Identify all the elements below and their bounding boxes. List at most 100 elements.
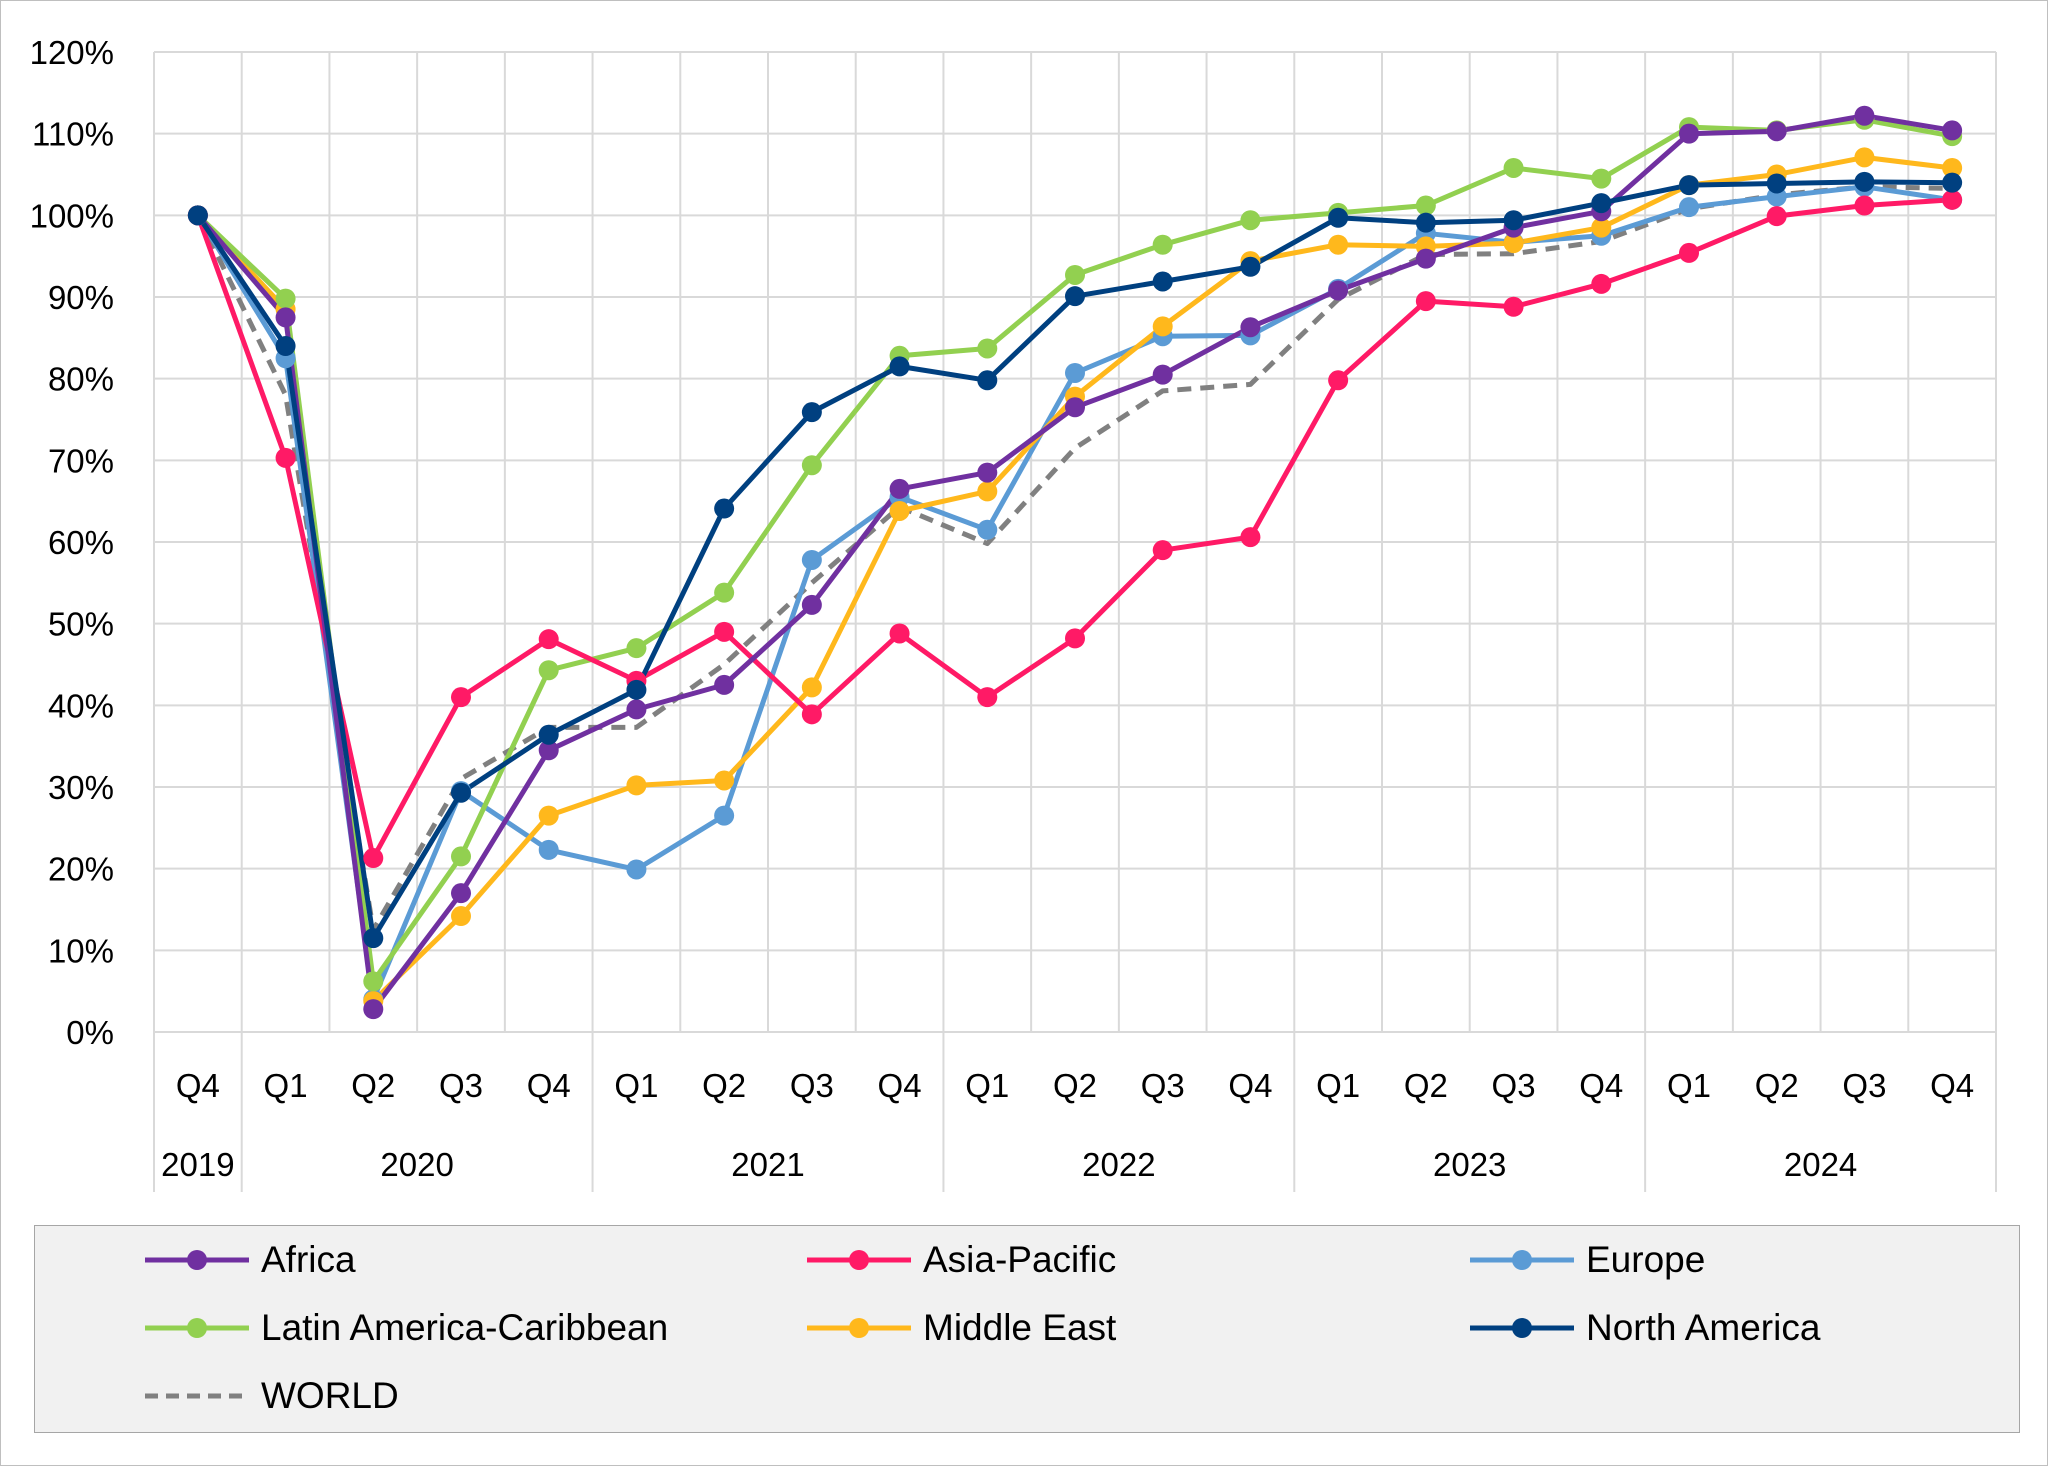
- y-tick-label: 120%: [30, 34, 114, 71]
- data-point-north-america: [538, 724, 559, 745]
- data-point-africa: [977, 462, 998, 483]
- x-tick-label: Q3: [1842, 1067, 1886, 1104]
- data-point-middle-east: [1591, 217, 1612, 238]
- data-point-middle-east: [714, 770, 735, 791]
- year-label: 2021: [731, 1146, 804, 1183]
- legend-swatch-middle-east: [807, 1318, 911, 1338]
- data-point-asia-pacific: [977, 687, 998, 708]
- data-point-africa: [626, 699, 647, 720]
- x-tick-label: Q2: [1755, 1067, 1799, 1104]
- legend-label: Middle East: [923, 1307, 1117, 1348]
- data-point-north-america: [714, 498, 735, 519]
- data-point-north-america: [1854, 171, 1875, 192]
- data-point-asia-pacific: [1503, 296, 1524, 317]
- data-point-asia-pacific: [1415, 291, 1436, 312]
- data-point-asia-pacific: [538, 629, 559, 650]
- legend-label: WORLD: [261, 1375, 399, 1416]
- x-tick-label: Q4: [527, 1067, 571, 1104]
- x-tick-label: Q3: [790, 1067, 834, 1104]
- data-point-africa: [363, 999, 384, 1020]
- data-point-africa: [714, 674, 735, 695]
- data-point-north-america: [626, 679, 647, 700]
- data-point-latin-america-caribbean: [363, 971, 384, 992]
- year-label: 2024: [1784, 1146, 1857, 1183]
- legend-swatch-africa: [145, 1250, 249, 1270]
- data-point-latin-america-caribbean: [1152, 234, 1173, 255]
- x-tick-label: Q4: [1579, 1067, 1623, 1104]
- data-point-europe: [801, 549, 822, 570]
- data-point-middle-east: [801, 677, 822, 698]
- data-point-africa: [1679, 123, 1699, 144]
- x-tick-label: Q3: [1141, 1067, 1185, 1104]
- data-point-asia-pacific: [1240, 527, 1261, 548]
- data-point-north-america: [363, 928, 384, 949]
- y-tick-label: 10%: [48, 932, 114, 969]
- y-tick-label: 100%: [30, 197, 114, 234]
- legend-swatch-latin-america-caribbean: [145, 1318, 249, 1338]
- legend-label: Asia-Pacific: [923, 1239, 1117, 1280]
- data-point-asia-pacific: [1591, 273, 1612, 294]
- data-point-europe: [714, 805, 735, 826]
- legend-swatch-europe: [1470, 1250, 1574, 1270]
- data-point-europe: [1065, 362, 1085, 383]
- data-point-africa: [801, 594, 822, 615]
- data-point-middle-east: [1503, 233, 1524, 254]
- data-point-middle-east: [1152, 316, 1173, 337]
- data-point-asia-pacific: [1328, 370, 1349, 391]
- legend-label: North America: [1586, 1307, 1821, 1348]
- data-point-north-america: [1679, 175, 1699, 196]
- data-point-africa: [889, 478, 910, 499]
- data-point-north-america: [187, 205, 208, 226]
- data-point-africa: [1328, 280, 1349, 301]
- data-point-middle-east: [977, 481, 998, 502]
- data-point-middle-east: [1942, 157, 1963, 178]
- data-point-north-america: [1065, 286, 1085, 307]
- x-tick-label: Q4: [878, 1067, 922, 1104]
- x-tick-label: Q1: [614, 1067, 658, 1104]
- data-point-latin-america-caribbean: [1240, 210, 1261, 231]
- data-point-middle-east: [538, 805, 559, 826]
- data-point-latin-america-caribbean: [538, 660, 559, 681]
- y-tick-label: 30%: [48, 769, 114, 806]
- data-point-latin-america-caribbean: [275, 288, 296, 309]
- y-tick-label: 40%: [48, 687, 114, 724]
- y-tick-label: 70%: [48, 442, 114, 479]
- data-point-africa: [1240, 317, 1261, 338]
- legend-item-asia-pacific: Asia-Pacific: [799, 1238, 1116, 1282]
- data-point-asia-pacific: [889, 623, 910, 644]
- data-point-north-america: [977, 370, 998, 391]
- legend-item-middle-east: Middle East: [799, 1306, 1116, 1350]
- axes: 0% 10% 20% 30% 40% 50% 60% 70% 80% 90% 100% 110% 120…: [30, 34, 1997, 1192]
- data-point-europe: [626, 859, 647, 880]
- data-point-europe: [1679, 197, 1699, 218]
- data-point-asia-pacific: [1942, 189, 1963, 210]
- legend-item-africa: Africa: [137, 1238, 356, 1282]
- data-point-north-america: [1240, 256, 1261, 277]
- legend-item-world: WORLD: [137, 1374, 399, 1418]
- x-tick-label: Q3: [439, 1067, 483, 1104]
- data-point-north-america: [801, 402, 822, 423]
- data-point-north-america: [1415, 212, 1436, 233]
- data-point-africa: [1065, 397, 1085, 418]
- year-label: 2022: [1082, 1146, 1155, 1183]
- data-point-north-america: [1152, 271, 1173, 292]
- data-point-asia-pacific: [275, 447, 296, 468]
- data-point-north-america: [1942, 172, 1963, 193]
- y-tick-label: 80%: [48, 361, 114, 398]
- data-point-africa: [1415, 248, 1436, 269]
- data-point-europe: [977, 519, 998, 540]
- year-label: 2020: [380, 1146, 453, 1183]
- y-tick-label: 60%: [48, 524, 114, 561]
- legend-label: Latin America-Caribbean: [261, 1307, 669, 1348]
- data-point-asia-pacific: [1854, 195, 1875, 216]
- data-point-africa: [1942, 120, 1963, 141]
- legend: Africa Asia-Pacific Europe Latin America-Ca…: [34, 1225, 2020, 1433]
- legend-swatch-north-america: [1470, 1318, 1574, 1338]
- data-point-middle-east: [626, 775, 647, 796]
- data-point-africa: [538, 740, 559, 761]
- x-tick-label: Q4: [1228, 1067, 1272, 1104]
- data-point-africa: [1854, 105, 1875, 126]
- data-point-asia-pacific: [451, 687, 471, 708]
- data-point-latin-america-caribbean: [1415, 195, 1436, 216]
